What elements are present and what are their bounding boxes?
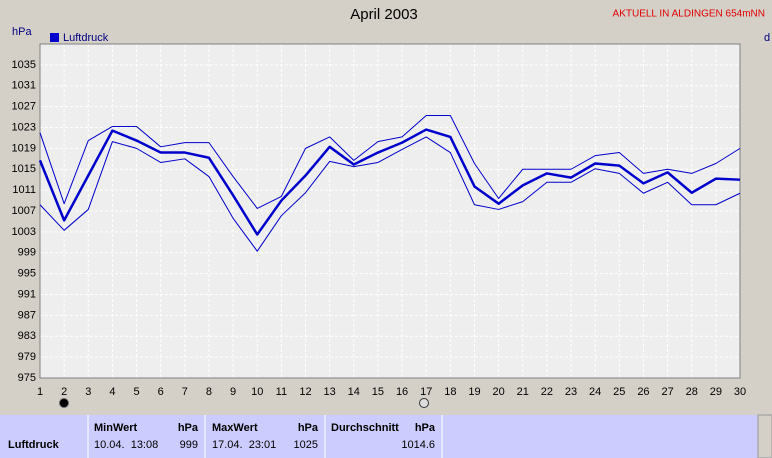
y-axis-label: hPa xyxy=(12,26,32,38)
x-tick-label: 10 xyxy=(251,386,263,398)
y-tick-label: 1007 xyxy=(12,205,36,217)
row-label: Luftdruck xyxy=(8,439,60,451)
x-tick-label: 23 xyxy=(565,386,577,398)
x-tick-label: 7 xyxy=(182,386,188,398)
y-tick-label: 1011 xyxy=(12,184,36,196)
table-header: hPa xyxy=(298,422,319,434)
y-tick-label: 1035 xyxy=(12,59,36,71)
x-tick-label: 13 xyxy=(324,386,336,398)
data-line xyxy=(39,114,741,209)
y-tick-label: 1015 xyxy=(12,163,36,175)
table-header: MaxWert xyxy=(212,422,258,434)
y-tick-label: 995 xyxy=(18,268,36,280)
x-tick-label: 18 xyxy=(444,386,456,398)
legend-swatch xyxy=(50,33,59,42)
x-tick-label: 11 xyxy=(276,386,287,398)
y-tick-label: 991 xyxy=(18,288,36,300)
x-tick-label: 9 xyxy=(230,386,236,398)
x-tick-label: 20 xyxy=(492,386,504,398)
x-tick-label: 8 xyxy=(206,386,212,398)
y-tick-label: 979 xyxy=(18,351,36,363)
x-tick-label: 16 xyxy=(396,386,408,398)
table-cell: 1025 xyxy=(294,439,318,451)
y-tick-label: 1019 xyxy=(12,142,36,154)
table-cell: 999 xyxy=(180,439,198,451)
x-tick-label: 4 xyxy=(109,386,115,398)
x-tick-label: 26 xyxy=(637,386,649,398)
y-tick-label: 1003 xyxy=(12,226,36,238)
scrollbar[interactable] xyxy=(757,414,772,458)
x-tick-label: 21 xyxy=(517,386,529,398)
x-tick-label: 15 xyxy=(372,386,384,398)
y-tick-label: 1031 xyxy=(12,80,36,92)
y-tick-label: 983 xyxy=(18,330,36,342)
x-tick-label: 19 xyxy=(468,386,480,398)
y2-axis-label: d xyxy=(764,32,770,44)
x-tick-label: 25 xyxy=(613,386,625,398)
table-background xyxy=(0,415,758,458)
legend: Luftdruck xyxy=(50,32,109,44)
x-tick-label: 14 xyxy=(348,386,360,398)
moon-icon xyxy=(59,398,69,408)
x-tick-label: 3 xyxy=(85,386,91,398)
x-tick-label: 28 xyxy=(686,386,698,398)
table-cell: 1014.6 xyxy=(401,439,435,451)
subtitle: AKTUELL IN ALDINGEN 654mNN xyxy=(613,9,765,20)
table-header: MinWert xyxy=(94,422,138,434)
x-tick-label: 1 xyxy=(37,386,43,398)
x-tick-label: 12 xyxy=(299,386,311,398)
x-tick-label: 27 xyxy=(661,386,673,398)
y-tick-label: 987 xyxy=(18,309,36,321)
table-header: hPa xyxy=(415,422,436,434)
table-header: Durchschnitt xyxy=(331,422,399,434)
table-cell: 10.04. 13:08 xyxy=(94,439,158,451)
table-cell: 17.04. 23:01 xyxy=(212,439,276,451)
chart-title: April 2003 xyxy=(350,6,418,23)
x-tick-label: 30 xyxy=(734,386,746,398)
summary-table: MinWert hPa MaxWert hPa Durchschnitt hPa… xyxy=(0,414,772,458)
y-tick-label: 1027 xyxy=(12,101,36,113)
y-tick-label: 1023 xyxy=(12,121,36,133)
x-tick-label: 6 xyxy=(158,386,164,398)
plot-frame xyxy=(39,43,741,379)
x-tick-label: 22 xyxy=(541,386,553,398)
x-tick-label: 5 xyxy=(133,386,139,398)
data-line xyxy=(38,128,741,236)
legend-label: Luftdruck xyxy=(63,32,109,44)
y-tick-label: 975 xyxy=(18,372,36,384)
x-tick-label: 24 xyxy=(589,386,601,398)
moon-icon xyxy=(419,398,429,408)
y-tick-label: 999 xyxy=(18,247,36,259)
table-header: hPa xyxy=(178,422,199,434)
x-tick-label: 29 xyxy=(710,386,722,398)
x-tick-label: 17 xyxy=(420,386,432,398)
x-tick-label: 2 xyxy=(61,386,67,398)
data-line xyxy=(39,136,741,252)
